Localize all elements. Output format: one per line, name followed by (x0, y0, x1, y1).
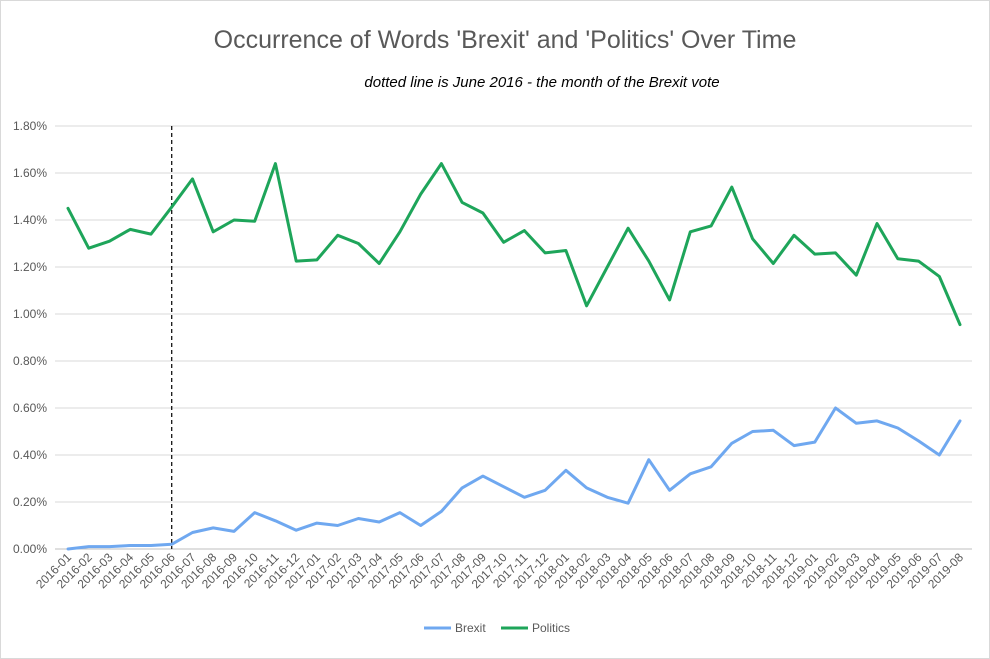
y-tick-label: 1.20% (13, 260, 47, 274)
legend-label-brexit: Brexit (455, 621, 486, 635)
series-line-brexit (66, 406, 962, 551)
y-tick-label: 0.20% (13, 495, 47, 509)
chart-title: Occurrence of Words 'Brexit' and 'Politi… (214, 26, 797, 54)
y-axis-tick-labels: 0.00% 0.20% 0.40% 0.60% 0.80% 1.00% 1.20% 1.40%… (13, 119, 47, 556)
y-tick-label: 1.00% (13, 307, 47, 321)
legend-label-politics: Politics (532, 621, 570, 635)
chart-subtitle: dotted line is June 2016 - the month of … (364, 74, 719, 91)
y-tick-label: 0.60% (13, 401, 47, 415)
y-tick-label: 1.60% (13, 166, 47, 180)
gridlines (55, 125, 972, 503)
y-tick-label: 1.40% (13, 213, 47, 227)
y-tick-label: 0.00% (13, 542, 47, 556)
legend: Brexit Politics (424, 621, 570, 635)
y-tick-label: 1.80% (13, 119, 47, 133)
y-tick-label: 0.40% (13, 448, 47, 462)
series-line-politics (66, 162, 962, 327)
y-tick-label: 0.80% (13, 354, 47, 368)
x-axis-tick-labels: 2016-012016-022016-032016-042016-052016-… (33, 550, 966, 591)
series-lines (66, 162, 962, 551)
